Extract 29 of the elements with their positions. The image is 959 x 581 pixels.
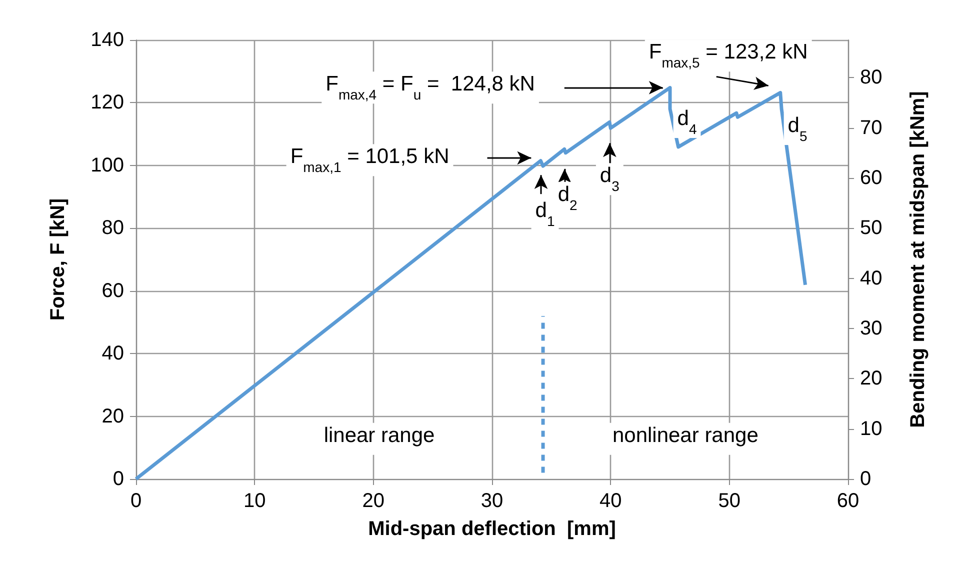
x-tick-label: 40 — [600, 490, 622, 512]
x-tick-label: 50 — [718, 490, 740, 512]
y2-tick-label: 0 — [860, 468, 872, 490]
x-tick-label: 30 — [480, 490, 504, 512]
y2-tick-label: 20 — [860, 368, 882, 390]
y2-axis-title: Bending moment at midspan [kNm] — [907, 91, 929, 428]
y2-tick-label: 70 — [860, 116, 882, 139]
annotation: linear range — [324, 424, 435, 447]
x-tick-label: 0 — [130, 490, 142, 512]
y-axis-title: Force, F [kN] — [47, 198, 69, 321]
y-tick-label: 140 — [90, 29, 124, 51]
y-tick-label: 80 — [102, 217, 124, 240]
x-axis-title: Mid-span deflection [mm] — [368, 518, 616, 540]
y-tick-label: 120 — [90, 92, 124, 114]
y2-tick-label: 10 — [860, 418, 882, 440]
y2-tick-label: 30 — [860, 317, 882, 340]
y-tick-label: 20 — [102, 405, 124, 428]
y2-tick-label: 60 — [860, 166, 882, 189]
y-tick-label: 40 — [102, 342, 124, 365]
y2-tick-label: 40 — [860, 267, 882, 290]
annotation: nonlinear range — [612, 424, 758, 447]
y-tick-label: 100 — [90, 154, 124, 176]
y-tick-label: 60 — [102, 280, 124, 302]
x-tick-label: 10 — [244, 490, 266, 512]
x-tick-label: 60 — [836, 490, 860, 512]
y2-tick-label: 50 — [860, 217, 882, 240]
y-tick-label: 0 — [112, 468, 124, 490]
y2-tick-label: 80 — [860, 66, 882, 89]
x-tick-label: 20 — [362, 490, 384, 512]
